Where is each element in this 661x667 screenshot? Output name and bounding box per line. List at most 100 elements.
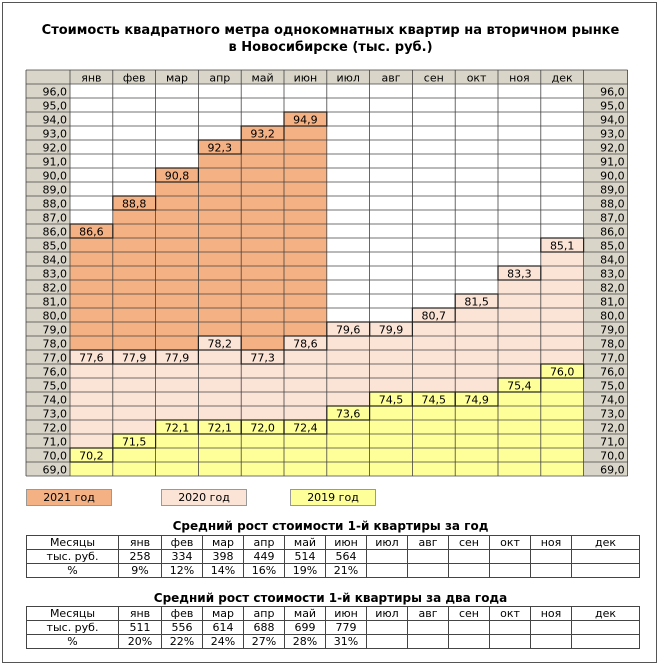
data-label-2019-год-янв: 70,2: [79, 450, 104, 463]
table-cell: 16%: [243, 563, 285, 578]
y-tick-right: 95,0: [600, 100, 625, 113]
y-tick-left: 77,0: [43, 352, 68, 365]
table-header-label: Месяцы: [26, 606, 119, 621]
y-tick-left: 85,0: [43, 240, 68, 253]
data-label-box: [326, 405, 371, 421]
month-header-янв: янв: [81, 72, 101, 85]
data-label-2019-год-дек: 76,0: [550, 366, 575, 379]
table-cell: [366, 549, 408, 564]
data-label-box: [69, 447, 114, 463]
table-month-header: янв: [118, 606, 162, 621]
data-label-2020-год-ноя: 83,3: [507, 268, 532, 281]
table-month-header: авг: [407, 606, 449, 621]
y-tick-right: 86,0: [600, 226, 625, 239]
table-month-header: июн: [325, 606, 367, 621]
data-label-box: [197, 139, 242, 155]
y-tick-right: 76,0: [600, 366, 625, 379]
y-tick-right: 78,0: [600, 338, 625, 351]
table-cell: 564: [325, 549, 367, 564]
table-cell: [530, 549, 572, 564]
data-label-box: [369, 321, 414, 337]
bar-2019-год-ноя: [498, 378, 541, 476]
y-tick-right: 80,0: [600, 310, 625, 323]
chart-grid: янв фев мар апр май июн июл авг сен окт ноя дек 96,0…: [25, 69, 628, 477]
table-header-row: Месяцы янв фев мар апр май июн июл авг сен окт ноя д…: [26, 606, 640, 621]
data-label-box: [540, 363, 585, 379]
y-tick-left: 96,0: [43, 86, 68, 99]
y-tick-left: 84,0: [43, 254, 68, 267]
table-cell: [530, 563, 572, 578]
y-tick-left: 88,0: [43, 198, 68, 211]
y-tick-right: 96,0: [600, 86, 625, 99]
table-cell: [407, 620, 449, 635]
table-month-header: фев: [161, 535, 203, 550]
y-tick-left: 93,0: [43, 128, 68, 141]
data-label-2019-год-окт: 74,9: [464, 394, 489, 407]
table-cell: [407, 549, 449, 564]
data-label-2020-год-апр: 78,2: [208, 338, 233, 351]
table-cell: [571, 620, 640, 635]
data-label-box: [112, 195, 157, 211]
table1: Месяцы янв фев мар апр май июн июл авг сен окт ноя д…: [26, 535, 640, 578]
y-tick-left: 86,0: [43, 226, 68, 239]
table-header-label: Месяцы: [26, 535, 119, 550]
data-label-2021-год-фев: 88,8: [122, 198, 147, 211]
data-label-box: [283, 111, 328, 127]
data-label-2019-год-июл: 73,6: [336, 408, 361, 421]
table-cell: [448, 549, 490, 564]
chart-title: Стоимость квадратного метра однокомнатны…: [0, 22, 661, 56]
data-label-2019-год-мар: 72,1: [165, 422, 190, 435]
y-tick-left: 94,0: [43, 114, 68, 127]
y-tick-left: 72,0: [43, 422, 68, 435]
data-label-2020-год-дек: 85,1: [550, 240, 575, 253]
data-label-2019-год-июн: 72,4: [293, 422, 318, 435]
y-tick-right: 73,0: [600, 408, 625, 421]
table-cell: [530, 634, 572, 649]
data-label-box: [283, 335, 328, 351]
data-label-box: [497, 265, 542, 281]
data-label-2020-год-июн: 78,6: [293, 338, 318, 351]
data-label-box: [69, 223, 114, 239]
table-cell: 14%: [202, 563, 244, 578]
data-label-box: [155, 167, 200, 183]
table-cell: [366, 634, 408, 649]
y-tick-right: 74,0: [600, 394, 625, 407]
table-row: % 9% 12% 14% 16% 19% 21%: [26, 563, 640, 578]
table-month-header: окт: [489, 535, 531, 550]
table-cell: 511: [118, 620, 162, 635]
y-tick-left: 76,0: [43, 366, 68, 379]
table-cell: 22%: [161, 634, 203, 649]
table-month-header: авг: [407, 535, 449, 550]
y-tick-right: 87,0: [600, 212, 625, 225]
month-header-сен: сен: [424, 72, 444, 85]
chart-title-line2: в Новосибирске (тыс. руб.): [228, 40, 433, 55]
legend-2019: 2019 год: [290, 489, 376, 506]
data-label-box: [240, 125, 285, 141]
data-label-2021-год-июн: 94,9: [293, 114, 318, 127]
data-label-box: [240, 349, 285, 365]
table-cell: 24%: [202, 634, 244, 649]
y-tick-left: 70,0: [43, 450, 68, 463]
table-cell: 20%: [118, 634, 162, 649]
table-cell: [489, 634, 531, 649]
data-label-2020-год-июл: 79,6: [336, 324, 361, 337]
table-cell: [407, 563, 449, 578]
month-header-окт: окт: [467, 72, 487, 85]
legend-2020: 2020 год: [161, 489, 247, 506]
table-month-header: июн: [325, 535, 367, 550]
table-cell: [489, 620, 531, 635]
y-tick-right: 69,0: [600, 464, 625, 477]
table-cell: [489, 563, 531, 578]
table-cell: 449: [243, 549, 285, 564]
table-row-label: тыс. руб.: [26, 549, 119, 564]
y-tick-left: 71,0: [43, 436, 68, 449]
table-cell: 9%: [118, 563, 162, 578]
table-row: тыс. руб. 511 556 614 688 699 779: [26, 620, 640, 635]
table-cell: 27%: [243, 634, 285, 649]
table-cell: 514: [284, 549, 326, 564]
y-tick-right: 92,0: [600, 142, 625, 155]
data-label-2019-год-апр: 72,1: [208, 422, 233, 435]
y-tick-left: 87,0: [43, 212, 68, 225]
month-header-дек: дек: [552, 72, 573, 85]
